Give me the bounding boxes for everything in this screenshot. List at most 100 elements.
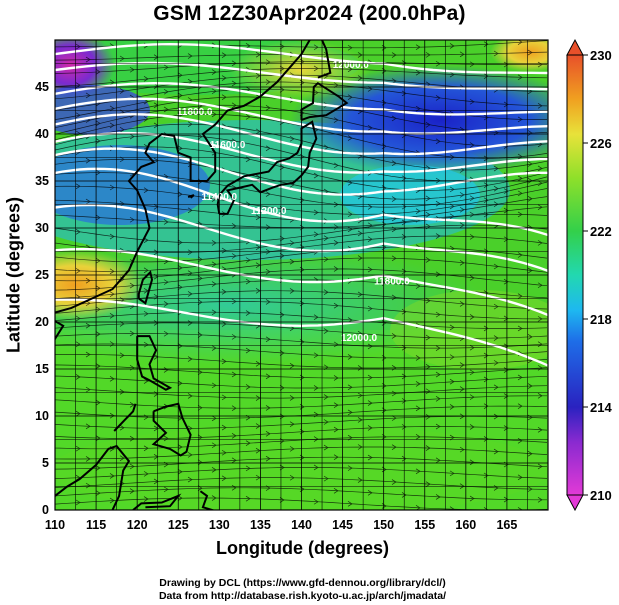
stream-arrow [197,332,203,338]
stream-arrow [347,409,353,416]
stream-arrow [435,233,441,239]
stream-arrow [415,405,421,412]
stream-arrow [231,138,237,145]
stream-arrow [75,130,81,137]
stream-arrow [85,456,91,462]
x-tick-label-4: 130 [209,518,230,532]
stream-arrow [255,214,261,221]
stream-arrow [177,284,183,291]
stream-arrow [75,183,81,190]
stream-arrow [503,207,509,214]
stream-arrow [187,320,193,326]
stream-arrow [177,468,183,475]
stream-arrow [265,79,271,85]
coastline-segment [137,270,154,305]
x-tick-label-5: 135 [250,518,271,532]
stream-arrow [119,126,125,133]
stream-arrow [503,236,509,243]
x-tick-label-9: 155 [414,518,435,532]
stream-arrow [85,277,91,284]
stream-arrow [197,299,203,305]
stream-arrow [493,50,499,57]
stream-arrow [323,328,329,334]
stream-arrow [255,423,261,429]
stream-arrow [85,198,91,205]
stream-arrow [469,314,475,320]
colorbar-bottom-arrow [566,494,584,512]
stream-arrow [449,324,455,331]
stream-arrow [415,208,421,214]
stream-arrow [143,310,149,317]
stream-arrow [313,498,319,505]
stream-arrow [323,235,329,241]
stream-arrow [493,360,499,366]
streamline [55,301,547,320]
stream-arrow [357,52,363,58]
stream-arrow [503,101,509,108]
stream-arrow [493,303,499,310]
stream-arrow [109,233,115,240]
stream-arrow [469,495,475,502]
stream-arrow [483,114,489,121]
stream-arrow [347,44,353,51]
stream-arrow [129,133,135,140]
stream-arrow [221,247,227,254]
y-axis-ticks: 0 5 10 15 20 25 30 35 40 45 [35,80,49,517]
stream-arrow [435,371,441,378]
stream-arrow [129,66,135,73]
stream-arrow [187,452,193,458]
stream-arrow [425,257,431,263]
stream-arrow [517,293,523,299]
stream-arrow [425,334,431,341]
stream-arrow [289,363,295,369]
x-tick-label-7: 145 [332,518,353,532]
stream-arrow [143,471,149,477]
stream-arrow [425,481,431,487]
colorbar-tick-label-2: 218 [590,312,612,327]
stream-arrow [255,72,261,79]
stream-arrow [289,258,295,265]
stream-arrow [221,75,227,81]
stream-arrow [449,43,455,49]
stream-arrow [333,239,339,246]
stream-arrow [109,105,115,112]
stream-arrow [95,214,101,221]
stream-arrow [279,206,285,212]
stream-arrow [95,169,101,176]
stream-arrow [517,211,523,218]
streamline [55,375,548,389]
stream-arrow [211,240,217,246]
stream-arrow [143,267,149,274]
stream-arrow [313,464,319,471]
stream-arrow [425,195,431,202]
stream-arrow [527,334,533,340]
stream-arrow [163,64,169,71]
stream-arrow [177,343,183,349]
stream-arrow [357,417,363,423]
stream-arrow [177,191,183,198]
stream-arrow [435,138,441,145]
stream-arrow [255,395,261,401]
stream-arrow [289,240,295,246]
stream-arrow [357,444,363,450]
stream-arrow [401,268,407,275]
stream-arrow [279,235,285,242]
stream-arrow [527,195,533,202]
streamline [55,290,548,310]
stream-arrow [109,184,115,191]
stream-arrow [493,165,499,172]
stream-arrow [85,482,91,489]
stream-arrow [517,190,523,197]
stream-arrow [483,155,489,162]
stream-arrow [313,352,319,359]
stream-arrow [367,343,373,350]
stream-arrow [367,266,373,273]
stream-arrow [537,341,543,348]
stream-arrow [85,56,91,63]
stream-arrow [143,116,149,122]
stream-arrow [221,475,227,482]
stream-arrow [265,268,271,275]
field-west-orange [55,250,145,320]
stream-arrow [289,446,295,452]
stream-arrow [75,43,81,50]
